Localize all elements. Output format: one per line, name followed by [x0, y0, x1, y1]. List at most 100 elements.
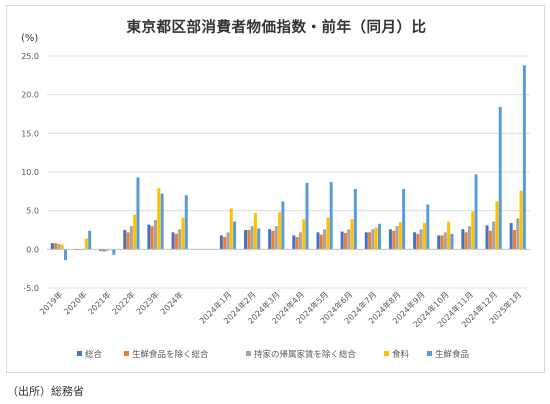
bar — [50, 243, 54, 250]
bar — [174, 233, 178, 250]
bar — [377, 223, 381, 250]
bar — [471, 211, 475, 250]
y-axis-unit-label: (%) — [21, 33, 39, 44]
bar — [488, 230, 492, 250]
y-axis-ticks: 25.0 20.0 15.0 10.0 5.0 0.0 -5.0 — [21, 52, 39, 293]
bar — [419, 229, 423, 250]
bar — [343, 233, 347, 250]
bar — [133, 214, 137, 250]
bar — [495, 201, 499, 250]
bar — [247, 230, 251, 250]
chart-frame: 東京都区部消費者物価指数・前年（同月）比 (%) — [6, 5, 545, 373]
chart-title: 東京都区部消費者物価指数・前年（同月）比 — [126, 20, 427, 36]
legend-swatch — [246, 351, 251, 356]
bar — [402, 189, 406, 250]
bar — [447, 221, 451, 250]
bar — [329, 182, 333, 250]
bar — [244, 230, 248, 250]
bar — [184, 195, 188, 250]
bar — [323, 229, 327, 250]
bar — [426, 204, 430, 250]
legend: 総合 生鮮食品を除く総合 持家の帰属家賃を除く総合 食料 生鮮食品 — [77, 349, 469, 360]
bar — [302, 219, 306, 250]
bar — [278, 212, 282, 250]
bar — [519, 190, 523, 250]
bar — [274, 226, 278, 250]
bar — [398, 222, 402, 250]
bar — [512, 230, 516, 250]
x-tick-label: 2022年 — [110, 289, 137, 316]
bar — [461, 229, 465, 250]
bar — [395, 226, 399, 250]
bar — [492, 221, 496, 250]
bar — [271, 230, 275, 250]
bar — [268, 229, 272, 250]
bar — [157, 188, 161, 250]
bar — [60, 244, 64, 250]
bar — [150, 226, 154, 250]
bar — [129, 226, 133, 250]
legend-label: 食料 — [392, 349, 410, 360]
chart-plot-area: 25.020.015.010.05.00.0-5.0 2019年2020年202… — [21, 52, 530, 360]
bar — [392, 230, 396, 250]
bar — [364, 232, 368, 250]
bar — [88, 230, 92, 250]
bar — [233, 221, 237, 250]
bar — [340, 231, 344, 250]
bar — [123, 230, 127, 250]
x-tick-label: 2020年 — [62, 289, 89, 316]
bar — [253, 212, 257, 250]
bar — [467, 226, 471, 250]
bar — [498, 107, 502, 250]
x-tick-label: 2023年 — [134, 289, 161, 316]
bar — [102, 249, 106, 252]
bar — [105, 249, 109, 251]
bar — [229, 208, 233, 250]
bar — [326, 217, 330, 250]
y-tick-label: 5.0 — [26, 207, 39, 216]
bar — [298, 232, 302, 250]
y-tick-label: 10.0 — [21, 168, 39, 177]
legend-swatch — [77, 351, 82, 356]
y-tick-label: 15.0 — [21, 129, 39, 138]
bar — [464, 232, 468, 250]
bar — [353, 189, 357, 250]
bar — [522, 65, 526, 250]
bar — [350, 219, 354, 250]
legend-swatch — [427, 351, 432, 356]
bar — [374, 227, 378, 250]
bars — [50, 65, 526, 261]
bar — [136, 177, 140, 250]
bar — [347, 229, 351, 250]
bar — [126, 232, 130, 250]
bar — [223, 236, 227, 250]
bar — [219, 235, 223, 250]
bar — [281, 201, 285, 250]
bar — [99, 249, 103, 251]
bar — [509, 223, 513, 250]
bar — [416, 233, 420, 250]
x-tick-label: 2019年 — [37, 289, 64, 316]
legend-label: 生鮮食品 — [435, 349, 469, 360]
bar — [181, 217, 185, 250]
bar — [371, 229, 375, 250]
bar — [226, 232, 230, 250]
bar — [292, 235, 296, 250]
bar — [413, 232, 417, 250]
bar — [437, 235, 441, 250]
bar — [485, 225, 489, 250]
bar — [450, 233, 454, 250]
y-tick-label: -5.0 — [23, 284, 39, 293]
bar — [474, 174, 478, 250]
legend-label: 持家の帰属家賃を除く総合 — [254, 349, 357, 360]
bar — [388, 229, 392, 250]
bar — [147, 224, 151, 250]
bar — [295, 236, 299, 250]
x-tick-label: 2024年 — [158, 289, 185, 316]
bar — [422, 223, 426, 250]
legend-label: 生鮮食品を除く総合 — [132, 349, 209, 360]
legend-swatch — [124, 351, 129, 356]
bar — [368, 232, 372, 250]
bar — [54, 243, 58, 250]
